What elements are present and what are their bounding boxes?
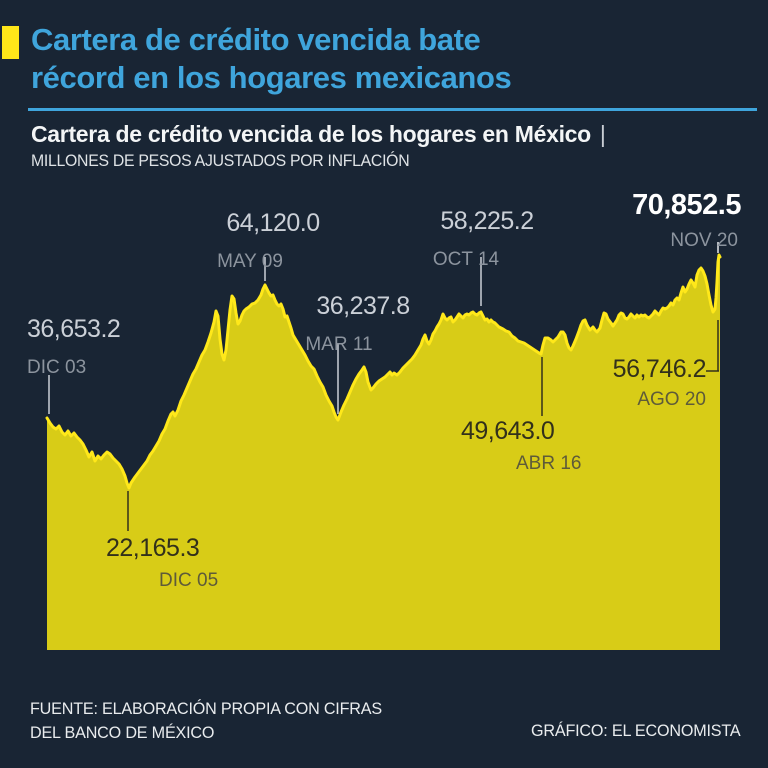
annotation-dic-03: 36,653.2 <box>27 315 121 343</box>
chart-subtitle-text: Cartera de crédito vencida de los hogare… <box>31 121 591 147</box>
annotation-date-abr-16: ABR 16 <box>516 453 582 474</box>
credit-note: GRÁFICO: EL ECONOMISTA <box>530 721 741 740</box>
source-note: FUENTE: ELABORACIÓN PROPIA CON CIFRAS DE… <box>30 697 382 745</box>
annotation-value-abr-16: 49,643.0 <box>461 417 555 445</box>
annotation-mar-11: MAR 11 <box>305 328 372 354</box>
annotation-date-nov-20: NOV 20 <box>670 230 738 251</box>
area-fill <box>47 255 720 650</box>
annotation-abr-16: ABR 16 <box>516 447 581 473</box>
annotation-date-mar-11: MAR 11 <box>305 334 373 355</box>
annotation-oct-14: OCT 14 <box>433 243 499 269</box>
annotation-value-mar-11: 36,237.8 <box>316 292 410 320</box>
annotation-may-09: 64,120.0 <box>226 209 320 237</box>
annotation-nov-20: 70,852.5 <box>632 191 741 220</box>
accent-bullet <box>2 26 19 59</box>
annotation-mar-11: 36,237.8 <box>316 292 410 320</box>
annotation-dic-03: DIC 03 <box>27 351 86 377</box>
annotation-date-ago-20: AGO 20 <box>637 389 706 410</box>
subtitle-separator: | <box>599 121 606 147</box>
annotation-value-nov-20: 70,852.5 <box>632 189 741 221</box>
annotation-oct-14: 58,225.2 <box>440 207 534 235</box>
area-stroke-line <box>45 253 722 490</box>
chart-subtitle: Cartera de crédito vencida de los hogare… <box>31 121 606 148</box>
annotation-date-dic-03: DIC 03 <box>27 357 87 378</box>
annotation-nov-20: NOV 20 <box>670 224 738 250</box>
annotation-value-may-09: 64,120.0 <box>226 209 320 237</box>
title-line-1: Cartera de crédito vencida bate <box>31 22 481 57</box>
title-divider <box>28 108 757 111</box>
source-line-1: FUENTE: ELABORACIÓN PROPIA CON CIFRAS <box>30 699 382 718</box>
annotation-leader-lines <box>48 242 719 531</box>
annotation-ago-20: AGO 20 <box>637 383 706 409</box>
annotation-date-dic-05: DIC 05 <box>159 570 219 591</box>
source-line-2: DEL BANCO DE MÉXICO <box>30 723 215 742</box>
title-line-2: récord en los hogares mexicanos <box>31 60 512 95</box>
chart-units-label: MILLONES DE PESOS AJUSTADOS POR INFLACIÓ… <box>31 151 410 170</box>
annotation-date-may-09: MAY 09 <box>217 251 283 272</box>
annotation-value-dic-05: 22,165.3 <box>106 534 200 562</box>
annotation-dic-05: 22,165.3 <box>106 534 200 562</box>
annotation-value-dic-03: 36,653.2 <box>27 315 121 343</box>
annotation-ago-20: 56,746.2 <box>612 355 707 383</box>
annotation-date-oct-14: OCT 14 <box>432 249 500 270</box>
annotation-may-09: MAY 09 <box>217 245 283 271</box>
annotation-value-oct-14: 58,225.2 <box>440 207 534 235</box>
annotation-dic-05: DIC 05 <box>159 564 218 590</box>
annotation-value-ago-20: 56,746.2 <box>612 355 707 383</box>
page-title: Cartera de crédito vencida bate récord e… <box>31 21 751 97</box>
annotation-abr-16: 49,643.0 <box>461 417 555 445</box>
